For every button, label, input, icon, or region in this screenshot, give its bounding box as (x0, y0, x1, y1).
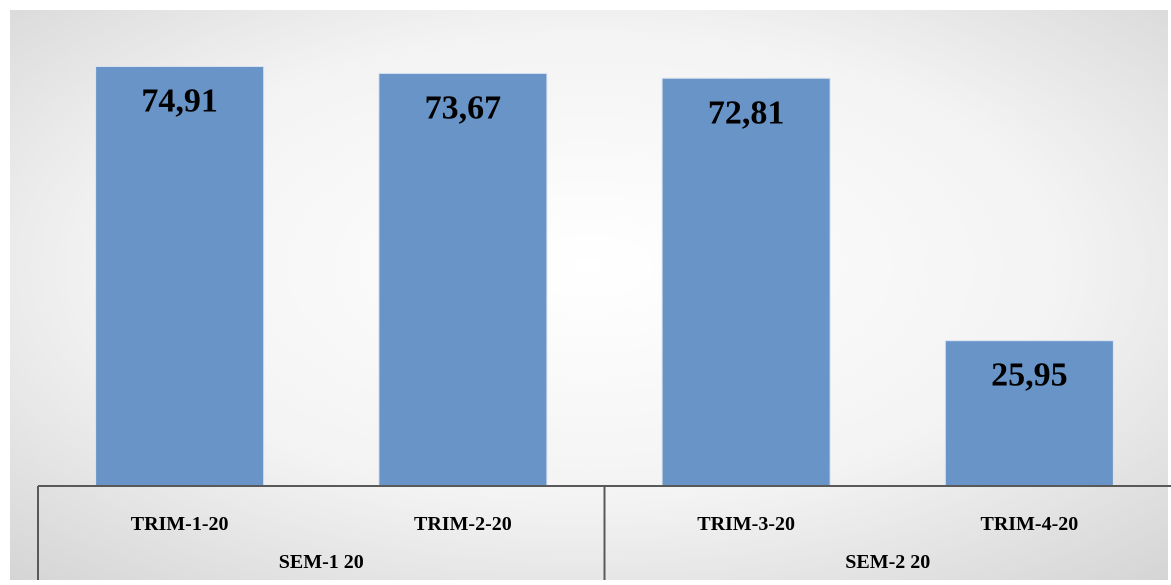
category-label-trim-2-20: TRIM-2-20 (414, 513, 512, 535)
data-label-trim-4-20: 25,95 (991, 357, 1068, 394)
data-label-trim-3-20: 72,81 (708, 94, 785, 131)
category-label-trim-4-20: TRIM-4-20 (980, 513, 1078, 535)
bar-trim-2-20 (378, 72, 548, 487)
data-label-trim-2-20: 73,67 (425, 89, 502, 126)
data-label-trim-1-20: 74,91 (141, 83, 218, 120)
category-label-trim-1-20: TRIM-1-20 (131, 513, 229, 535)
bar-trim-3-20 (661, 77, 831, 487)
bar-trim-1-20 (95, 66, 265, 487)
group-label-2: SEM-2 20 (845, 551, 930, 573)
bar-trim-4-20 (944, 340, 1114, 487)
group-label-1: SEM-1 20 (279, 551, 364, 573)
category-label-trim-3-20: TRIM-3-20 (697, 513, 795, 535)
